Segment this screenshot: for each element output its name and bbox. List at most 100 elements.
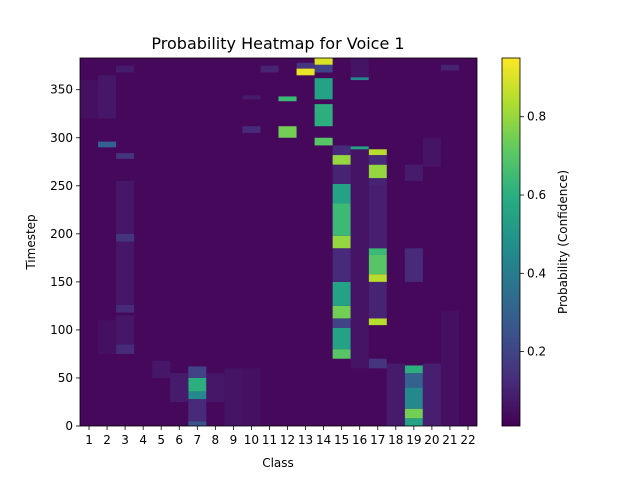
heatmap-cell-class-17-seg-35 (368, 254, 387, 275)
x-tick-label: 9 (230, 433, 238, 447)
x-axis-label: Class (262, 456, 294, 470)
heatmap-cell-class-3-seg-61 (116, 241, 135, 305)
heatmap-cell-class-15-seg-22 (332, 305, 351, 319)
heatmap-cell-class-19-seg-10 (404, 418, 423, 426)
heatmap-cell-class-2-seg-67 (98, 141, 117, 148)
heatmap-cell-class-14-seg-46 (314, 137, 333, 146)
y-tick-label: 350 (50, 83, 73, 97)
colorbar-tick-label: 0.6 (527, 188, 546, 202)
heatmap-cell-class-15-seg-21 (332, 318, 351, 328)
heatmap-cell-class-7-seg-1 (188, 399, 207, 422)
x-tick-label: 16 (352, 433, 367, 447)
x-tick-label: 1 (85, 433, 93, 447)
heatmap-cell-class-17-seg-38 (368, 178, 387, 186)
heatmap-cell-class-19-seg-12 (404, 387, 423, 409)
heatmap-cell-class-14-seg-48 (314, 78, 333, 100)
heatmap-cell-class-15-seg-26 (332, 203, 351, 236)
x-tick-label: 18 (388, 433, 403, 447)
x-tick-label: 21 (442, 433, 457, 447)
heatmap-cell-class-7-seg-0 (188, 421, 207, 426)
heatmap-cell-class-15-seg-30 (332, 145, 351, 156)
heatmap-cell-class-20-seg-16 (422, 363, 441, 426)
y-tick-label: 250 (50, 179, 73, 193)
y-tick-label: 50 (58, 371, 73, 385)
y-tick-label: 0 (65, 419, 73, 433)
heatmap-cell-class-17-seg-33 (368, 281, 387, 319)
heatmap-cell-class-14-seg-49 (314, 64, 333, 73)
heatmap-cell-class-19-seg-14 (404, 365, 423, 374)
heatmap-cell-class-17-seg-34 (368, 274, 387, 282)
x-axis: 1 2 3 4 5 6 7 8 9 10 11 12 13 14 15 16 17 18 19 20 21 22 (85, 426, 476, 447)
x-tick-label: 6 (175, 433, 183, 447)
heatmap-cell-class-19-seg-13 (404, 373, 423, 388)
heatmap-cell-class-15-seg-25 (332, 235, 351, 249)
heatmap-cell-class-12-seg-54 (278, 96, 297, 102)
colorbar-gradient (501, 57, 521, 427)
heatmap-background (80, 58, 477, 426)
heatmap-cell-class-7-seg-4 (188, 366, 207, 378)
x-tick-label: 7 (193, 433, 201, 447)
heatmap-cell-class-9-seg-8 (224, 368, 243, 426)
heatmap-cell-class-17-seg-36 (368, 248, 387, 255)
heatmap-cell-class-19-seg-18 (404, 164, 423, 181)
y-tick-label: 150 (50, 275, 73, 289)
heatmap-cell-class-18-seg-15 (386, 363, 405, 426)
x-tick-label: 17 (370, 433, 385, 447)
heatmap-cell-class-17-seg-37 (368, 185, 387, 249)
heatmap-cell-class-17-seg-39 (368, 164, 387, 179)
colorbar-tick-label: 0.2 (527, 345, 546, 359)
heatmap-cell-class-20-seg-72 (422, 137, 441, 167)
heatmap-cell-class-7-seg-3 (188, 377, 207, 392)
heatmap-cell-class-3-seg-58 (116, 344, 135, 354)
heatmap-cell-class-10-seg-9 (242, 368, 261, 426)
heatmap-cell-class-2-seg-68 (98, 75, 117, 119)
heatmap-cell-class-15-seg-28 (332, 164, 351, 184)
heatmap-cell-class-15-seg-24 (332, 248, 351, 282)
heatmap-cell-class-19-seg-11 (404, 408, 423, 419)
heatmap-cell-class-17-seg-41 (368, 149, 387, 156)
heatmap-cell-class-10-seg-56 (242, 126, 261, 133)
heatmap-cell-class-21-seg-70 (440, 310, 459, 426)
heatmap-cell-class-14-seg-47 (314, 104, 333, 127)
x-tick-label: 3 (121, 433, 129, 447)
heatmap-cell-class-21-seg-71 (440, 64, 459, 71)
x-tick-label: 8 (212, 433, 220, 447)
heatmap-cell-class-12-seg-53 (278, 126, 297, 138)
heatmap-cell-class-16-seg-43 (350, 146, 369, 150)
heatmap-cell-class-16-seg-45 (350, 58, 369, 78)
heatmap-plot-area (79, 57, 478, 427)
heatmap-cell-class-6-seg-5 (170, 373, 189, 402)
heatmap-cell-class-3-seg-65 (116, 65, 135, 73)
heatmap-cell-class-15-seg-29 (332, 155, 351, 165)
colorbar-tick-label: 0.4 (527, 266, 546, 280)
heatmap-cell-class-3-seg-60 (116, 304, 135, 313)
colorbar-tick-label: 0.8 (527, 110, 546, 124)
chart-title: Probability Heatmap for Voice 1 (151, 34, 404, 53)
x-tick-label: 22 (460, 433, 475, 447)
x-tick-label: 11 (262, 433, 277, 447)
heatmap-cell-class-13-seg-52 (296, 62, 315, 69)
colorbar-label: Probability (Confidence) (556, 170, 570, 314)
heatmap-cell-class-11-seg-55 (260, 65, 279, 73)
y-tick-label: 100 (50, 323, 73, 337)
y-axis-label: Timestep (24, 214, 38, 270)
heatmap-cell-class-13-seg-51 (296, 68, 315, 76)
heatmap-cell-class-15-seg-19 (332, 349, 351, 359)
heatmap-cell-class-14-seg-50 (314, 58, 333, 65)
plot-frame (79, 57, 478, 427)
heatmap-cell-class-17-seg-40 (368, 155, 387, 165)
heatmap-cell-class-17-seg-32 (368, 318, 387, 326)
heatmap-cell-class-2-seg-66 (98, 320, 117, 354)
heatmap-cell-class-1-seg-69 (80, 80, 99, 119)
x-tick-label: 13 (298, 433, 313, 447)
heatmap-cell-class-5-seg-7 (152, 360, 171, 378)
y-tick-label: 300 (50, 131, 73, 145)
x-tick-label: 5 (157, 433, 165, 447)
y-axis: 0 50 100 150 200 250 300 350 (50, 83, 80, 433)
heatmap-cell-class-15-seg-23 (332, 281, 351, 306)
heatmap-cell-class-17-seg-31 (368, 358, 387, 369)
x-tick-label: 20 (424, 433, 439, 447)
heatmap-cell-class-3-seg-62 (116, 233, 135, 242)
